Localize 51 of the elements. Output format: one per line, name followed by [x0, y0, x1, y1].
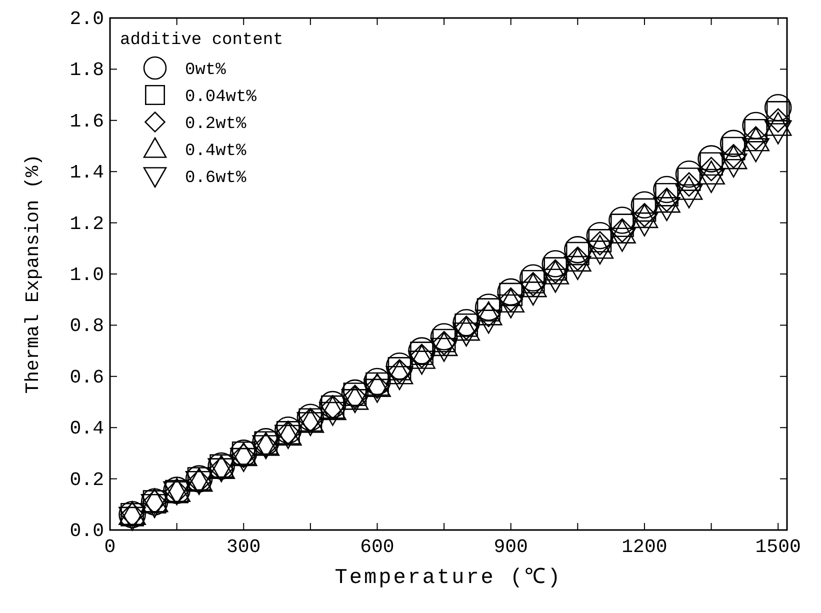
- x-tick-label: 900: [494, 536, 528, 558]
- y-tick-label: 1.4: [70, 162, 104, 184]
- point: [742, 112, 770, 140]
- legend-label: 0.2wt%: [185, 115, 248, 134]
- y-tick-label: 0.4: [70, 418, 104, 440]
- legend-label: 0.6wt%: [185, 169, 248, 188]
- point: [764, 94, 792, 122]
- x-tick-label: 1200: [622, 536, 668, 558]
- point: [497, 278, 525, 306]
- point: [675, 160, 703, 188]
- point: [319, 390, 346, 418]
- point: [364, 368, 391, 396]
- point: [386, 352, 414, 380]
- x-tick-label: 0: [104, 536, 116, 558]
- point: [608, 206, 636, 234]
- point: [586, 222, 614, 250]
- point: [630, 191, 658, 219]
- x-tick-label: 300: [226, 536, 261, 558]
- y-axis-title: Thermal Expansion (%): [22, 154, 44, 394]
- point: [430, 323, 458, 350]
- legend-label: 0.04wt%: [185, 88, 258, 107]
- legend-title: additive content: [120, 31, 284, 50]
- y-tick-label: 0.0: [70, 520, 104, 542]
- y-tick-label: 0.8: [70, 315, 104, 338]
- point: [564, 256, 592, 280]
- point: [452, 309, 480, 336]
- x-tick-label: 1500: [755, 536, 801, 558]
- y-tick-label: 1.6: [70, 110, 104, 132]
- point: [653, 176, 680, 204]
- point: [274, 416, 302, 444]
- y-tick-label: 0.6: [70, 366, 104, 388]
- point: [542, 250, 570, 278]
- point: [698, 145, 725, 172]
- legend-label: 0.4wt%: [185, 142, 248, 161]
- x-axis-title: Temperature (℃): [334, 567, 562, 590]
- y-tick-label: 1.8: [70, 59, 104, 82]
- point: [698, 160, 725, 185]
- y-tick-label: 1.2: [70, 212, 104, 235]
- point: [698, 168, 725, 193]
- x-tick-label: 600: [360, 536, 394, 558]
- y-tick-label: 2.0: [70, 8, 104, 30]
- point: [519, 264, 547, 292]
- y-tick-label: 1.0: [70, 264, 104, 286]
- point: [630, 212, 658, 236]
- y-tick-label: 0.2: [70, 468, 104, 491]
- point: [408, 337, 436, 364]
- point: [296, 404, 324, 431]
- point: [564, 236, 592, 264]
- point: [474, 294, 502, 321]
- legend-label: 0wt%: [185, 61, 227, 80]
- point: [720, 130, 748, 158]
